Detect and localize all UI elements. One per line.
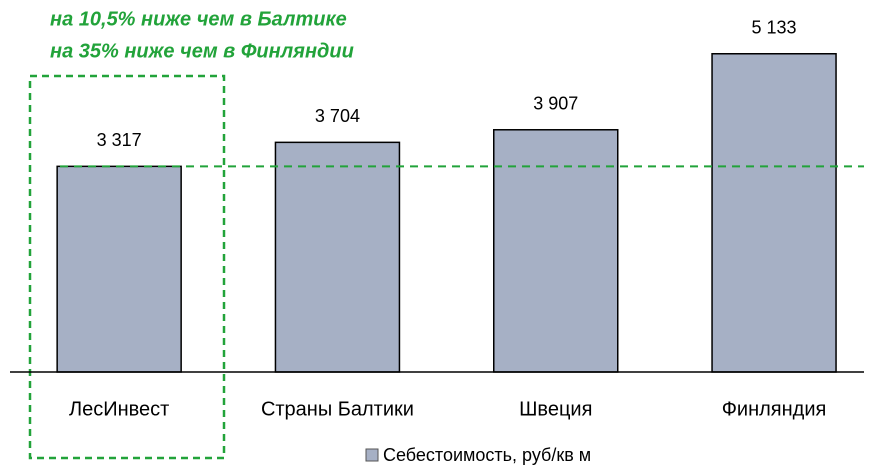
value-label: 3 907 <box>533 94 578 114</box>
value-label: 5 133 <box>752 18 797 38</box>
x-tick-label: Финляндия <box>722 398 827 420</box>
annotation: на 35% ниже чем в Финляндии <box>50 40 354 62</box>
bar <box>274 141 401 373</box>
bar <box>493 129 619 373</box>
x-tick-label: ЛесИнвест <box>69 398 169 420</box>
bar <box>711 53 837 373</box>
x-tick-label: Страны Балтики <box>261 398 414 420</box>
x-tick-label: Швеция <box>519 398 592 420</box>
annotation: на 10,5% ниже чем в Балтике <box>50 8 347 30</box>
legend-swatch <box>365 448 379 462</box>
value-label: 3 704 <box>315 106 360 126</box>
legend-label: Себестоимость, руб/кв м <box>383 445 591 465</box>
highlight-box <box>28 74 226 460</box>
bar <box>56 165 182 373</box>
value-label: 3 317 <box>97 130 142 150</box>
